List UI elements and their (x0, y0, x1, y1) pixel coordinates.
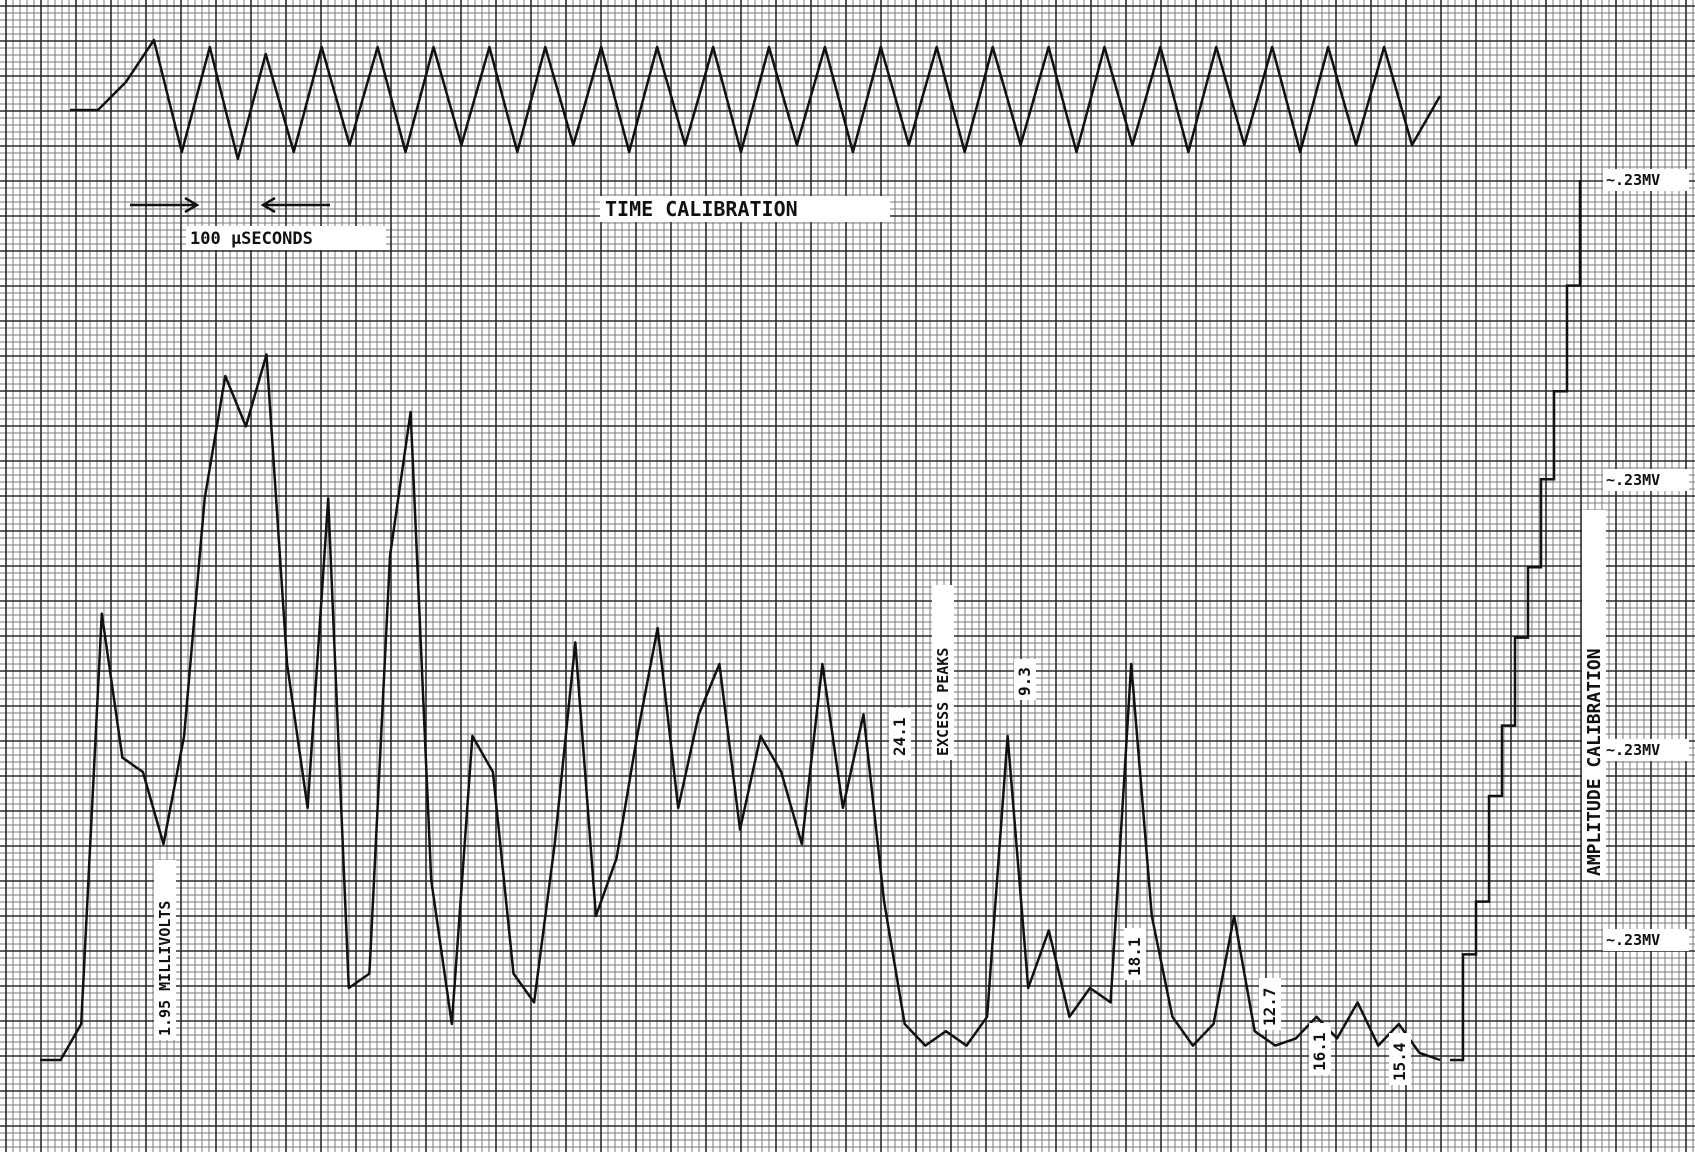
calibration-label-2: ~.23MV (1606, 741, 1660, 759)
peak-label-box (1124, 928, 1146, 980)
amplitude-calibration-label: AMPLITUDE CALIBRATION (1584, 648, 1605, 876)
peak-label-text: 18.1 (1125, 937, 1144, 976)
calibration-label-box (1603, 469, 1689, 491)
peak-label-text: 24.1 (890, 717, 909, 756)
peak-label-0: 24.1 (889, 708, 911, 760)
calibration-label-box (1603, 929, 1689, 951)
peak-labels: 24.1 9.3 18.1 12.7 16.1 15.4 (889, 659, 1411, 1085)
escape-tag-annotation: EXCESS PEAKS (932, 585, 954, 760)
peak-label-text: 16.1 (1310, 1032, 1329, 1071)
peak-label-4: 16.1 (1309, 1023, 1331, 1075)
time-calibration-annotation: TIME CALIBRATION (600, 196, 890, 222)
time-calibration-label-box (600, 196, 890, 222)
amplitude-calibration-staircase (1450, 180, 1582, 1062)
calibration-label-box (1603, 169, 1689, 191)
peak-label-box (1309, 1023, 1331, 1075)
time-calibration-label: TIME CALIBRATION (605, 197, 798, 221)
calibration-labels: ~.23MV ~.23MV ~.23MV ~.23MV (1603, 169, 1689, 951)
interval-label: 100 μSECONDS (190, 229, 313, 249)
interval-label-box (186, 226, 386, 250)
peak-label-1: 9.3 (1014, 659, 1036, 700)
left-vertical-label-box (154, 860, 176, 1040)
calibration-label-box (1603, 739, 1689, 761)
calibration-label-1: ~.23MV (1606, 471, 1660, 489)
peak-label-5: 15.4 (1389, 1033, 1411, 1085)
escape-tag-label: EXCESS PEAKS (934, 648, 952, 756)
peak-label-3: 12.7 (1259, 978, 1281, 1030)
peak-label-text: 9.3 (1015, 667, 1034, 696)
escape-tag-label-box (932, 585, 954, 760)
peak-label-box (1259, 978, 1281, 1030)
traces (40, 38, 1582, 1062)
peak-label-text: 12.7 (1260, 987, 1279, 1026)
left-vertical-annotation: 1.95 MILLIVOLTS (154, 860, 176, 1040)
peak-label-2: 18.1 (1124, 928, 1146, 980)
interval-arrow-left (130, 196, 200, 214)
calibration-label-0: ~.23MV (1606, 171, 1660, 189)
spectrum-trace (40, 353, 1441, 1062)
amplitude-calibration-label-box (1582, 510, 1606, 880)
interval-annotation: 100 μSECONDS (130, 196, 386, 250)
time-calibration-trace (70, 38, 1442, 161)
peak-label-text: 15.4 (1390, 1042, 1409, 1081)
amplitude-calibration-annotation: AMPLITUDE CALIBRATION (1582, 510, 1606, 880)
peak-label-box (889, 708, 911, 760)
peak-label-box (1014, 659, 1036, 700)
calibration-label-3: ~.23MV (1606, 931, 1660, 949)
peak-label-box (1389, 1033, 1411, 1085)
interval-arrow-right (260, 196, 330, 214)
left-vertical-label: 1.95 MILLIVOLTS (156, 901, 174, 1036)
